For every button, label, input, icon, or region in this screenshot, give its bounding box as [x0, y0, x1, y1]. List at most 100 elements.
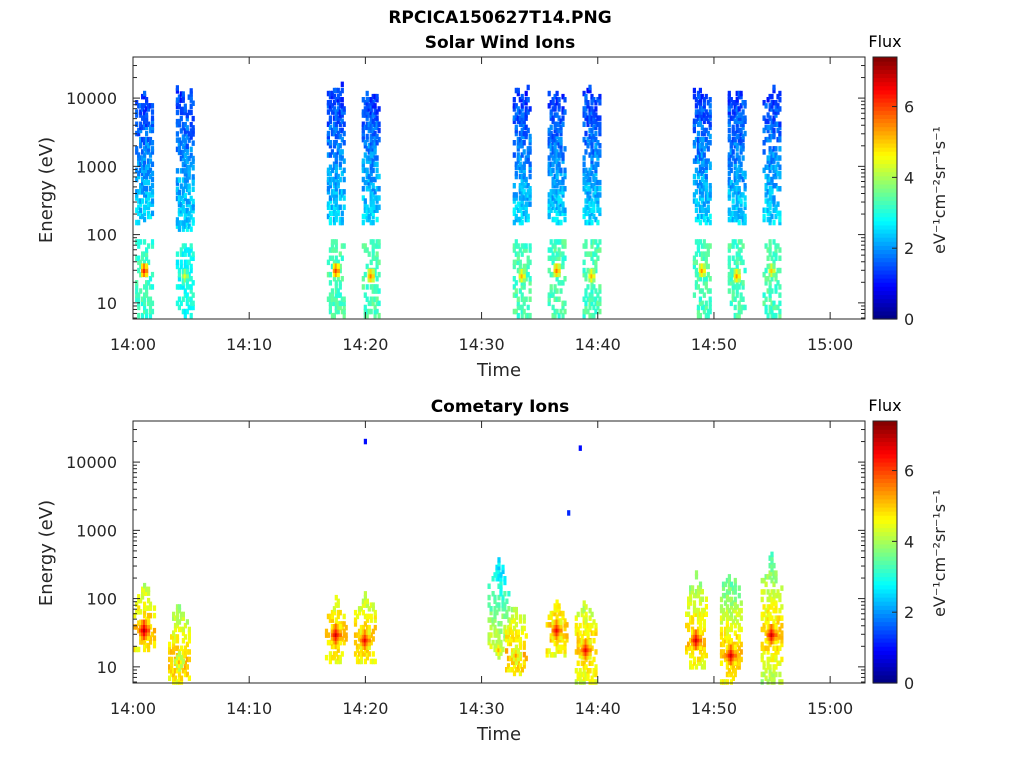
- solar-wind-cell: [594, 167, 598, 174]
- cometary-cell: [737, 585, 741, 591]
- solar-wind-cell: [778, 292, 782, 298]
- solar-wind-cell: [361, 97, 365, 103]
- solar-wind-cell: [340, 103, 344, 109]
- solar-wind-cell: [326, 109, 330, 115]
- solar-wind-cell: [772, 304, 776, 311]
- solar-wind-cell: [743, 195, 747, 201]
- cometary-cell: [506, 663, 511, 669]
- solar-wind-cell: [143, 109, 147, 115]
- solar-wind-cell: [590, 97, 594, 103]
- cometary-cell: [778, 660, 782, 666]
- solar-wind-cell: [150, 300, 155, 307]
- solar-wind-cell: [708, 213, 712, 220]
- solar-wind-cell: [139, 201, 143, 207]
- solar-wind-cell: [768, 292, 772, 298]
- solar-wind-cell: [330, 167, 334, 174]
- solar-wind-cell: [729, 186, 733, 192]
- cometary-peak-cell: [691, 640, 695, 647]
- solar-wind-cell: [526, 213, 530, 220]
- cometary-cell: [179, 626, 184, 633]
- solar-wind-peak-cell: [553, 263, 557, 269]
- solar-wind-cell: [524, 115, 528, 121]
- cometary-cell: [733, 615, 737, 621]
- cometary-cell: [694, 589, 699, 595]
- solar-wind-cell: [727, 90, 731, 97]
- solar-wind-cell: [553, 158, 557, 164]
- solar-wind-cell: [739, 130, 743, 137]
- cometary-cell: [361, 651, 365, 657]
- solar-wind-cell: [139, 198, 143, 204]
- solar-wind-cell: [561, 186, 565, 192]
- solar-wind-cell: [737, 213, 741, 220]
- cometary-cell: [696, 619, 701, 625]
- solar-wind-cell: [702, 152, 706, 158]
- solar-wind-cell: [704, 312, 708, 319]
- cometary-peak-cell: [696, 636, 701, 643]
- cometary-peak-cell: [177, 651, 182, 657]
- solar-wind-cell: [731, 100, 735, 106]
- solar-wind-cell: [549, 100, 553, 106]
- cometary-cell: [760, 596, 764, 603]
- solar-wind-cell: [702, 130, 706, 137]
- solar-wind-cell: [590, 100, 594, 106]
- solar-wind-cell: [338, 284, 342, 290]
- solar-wind-cell: [694, 103, 698, 109]
- solar-wind-cell: [547, 247, 551, 253]
- cometary-cell: [725, 596, 729, 603]
- solar-wind-cell: [181, 94, 185, 100]
- cometary-cell: [524, 633, 528, 639]
- solar-wind-cell: [731, 155, 735, 161]
- cometary-cell: [733, 577, 737, 584]
- cometary-cell: [760, 611, 764, 618]
- solar-wind-cell: [768, 204, 772, 210]
- solar-wind-cell: [365, 296, 369, 302]
- cometary-cell: [510, 618, 515, 624]
- cometary-cell: [328, 639, 332, 646]
- solar-wind-cell: [375, 259, 379, 266]
- cometary-cell: [687, 604, 691, 610]
- cometary-peak-cell: [729, 644, 733, 651]
- solar-wind-cell: [150, 124, 155, 131]
- solar-wind-cell: [137, 292, 141, 298]
- cometary-cell: [148, 601, 153, 608]
- solar-wind-cell: [694, 179, 698, 186]
- solar-wind-cell: [776, 170, 780, 177]
- solar-wind-cell: [766, 179, 770, 186]
- cometary-cell: [721, 607, 726, 614]
- solar-wind-cell: [559, 149, 563, 155]
- solar-wind-cell: [150, 149, 155, 155]
- cometary-cell: [357, 658, 362, 665]
- solar-wind-cell: [590, 183, 594, 189]
- cometary-peak-cell: [772, 624, 776, 630]
- solar-wind-peak-cell: [145, 267, 149, 273]
- cometary-cell: [499, 639, 503, 646]
- solar-wind-cell: [778, 106, 782, 112]
- solar-wind-cell: [179, 128, 183, 134]
- cometary-colorbar-band: [873, 613, 897, 619]
- solar-wind-cell: [143, 210, 147, 217]
- solar-wind-cell: [594, 288, 598, 294]
- solar-wind-cell: [340, 155, 344, 161]
- cometary-cell: [361, 624, 365, 631]
- cometary-cell: [594, 649, 598, 655]
- solar-wind-cell: [735, 210, 739, 217]
- solar-wind-cell: [553, 207, 557, 213]
- solar-wind-cell: [139, 161, 143, 167]
- solar-wind-cell: [328, 300, 332, 307]
- solar-wind-cell: [596, 247, 600, 253]
- solar-wind-cell: [191, 304, 195, 311]
- solar-wind-cell: [592, 207, 596, 213]
- solar-wind-cell: [524, 213, 528, 220]
- solar-wind-cell: [375, 251, 379, 257]
- solar-wind-cell: [141, 183, 145, 189]
- solar-wind-cell: [596, 204, 600, 210]
- solar-wind-cell: [373, 284, 377, 290]
- solar-wind-cell: [598, 296, 602, 302]
- solar-wind-cell: [549, 207, 553, 213]
- cometary-colorbar-band: [873, 543, 897, 549]
- solar-wind-cell: [696, 216, 700, 223]
- solar-wind-cell: [547, 103, 551, 109]
- solar-wind-cell: [148, 140, 153, 146]
- solar-wind-cell: [365, 115, 369, 121]
- solar-wind-cell: [332, 207, 336, 213]
